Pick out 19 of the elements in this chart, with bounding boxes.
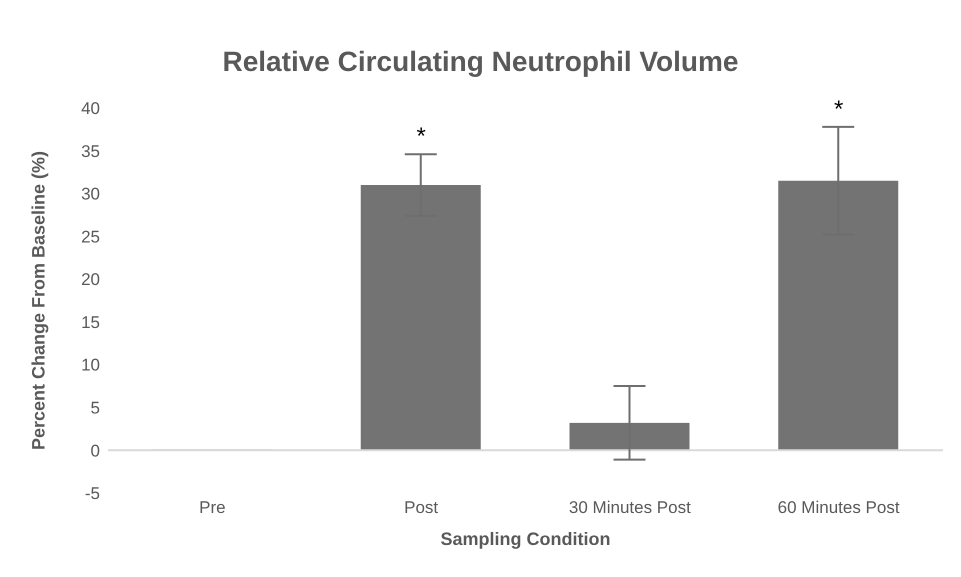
y-tick-label: 40 [81, 99, 100, 118]
x-tick-label: Pre [199, 498, 226, 518]
annotation: * [416, 123, 426, 150]
y-axis-title: Percent Change From Baseline (%) [28, 150, 48, 450]
x-axis-title: Sampling Condition [440, 529, 610, 549]
y-tick-label: -5 [84, 484, 100, 504]
chart-title: Relative Circulating Neutrophil Volume [221, 46, 740, 78]
x-tick-label: 60 Minutes Post [778, 498, 900, 518]
y-tick-label: 20 [81, 270, 100, 290]
annotation: * [834, 96, 844, 123]
y-tick-label: 10 [81, 356, 100, 375]
y-tick-label: 30 [81, 184, 100, 204]
y-tick-label: 5 [90, 398, 100, 418]
y-tick-label: 0 [90, 441, 100, 460]
y-tick-label: 35 [81, 142, 100, 161]
x-tick-label: 30 Minutes Post [568, 498, 692, 518]
y-tick-label: 15 [81, 312, 100, 332]
x-tick-label: Post [404, 498, 438, 518]
y-tick-label: 25 [81, 227, 100, 246]
